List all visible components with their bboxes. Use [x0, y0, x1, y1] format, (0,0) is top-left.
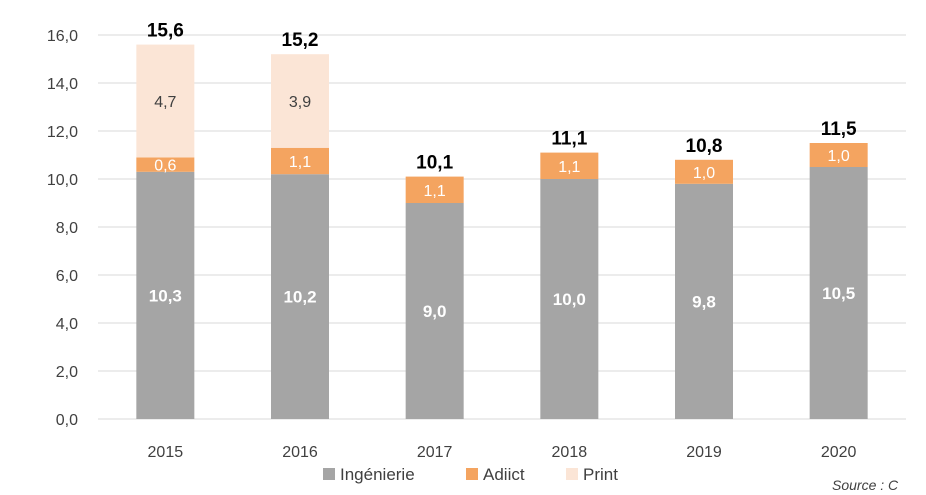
legend-label-adiict: Adiict	[483, 465, 525, 484]
data-label: 1,1	[558, 159, 580, 176]
y-tick-label: 0,0	[56, 412, 78, 429]
legend-swatch-ingénierie	[323, 468, 335, 480]
data-label: 1,1	[424, 183, 446, 200]
total-label: 15,6	[147, 21, 184, 42]
labels-layer: 10,3 0,6 4,7 15,6 10,2 1,1 3,9 15,2 9,0 1,1 10,1 10…	[147, 21, 857, 321]
data-label: 3,9	[289, 94, 311, 111]
x-tick-label: 2016	[282, 444, 318, 461]
data-label: 10,2	[283, 288, 316, 307]
bar-segment-adiict	[675, 159, 733, 184]
bar-segment-print	[271, 54, 329, 148]
bar-segment-adiict	[136, 157, 195, 172]
y-tick-label: 14,0	[47, 76, 78, 93]
bar-segment-ingénierie	[271, 174, 329, 419]
data-label: 1,0	[693, 165, 715, 182]
total-label: 10,1	[416, 153, 453, 174]
data-label: 1,0	[828, 148, 850, 165]
data-label: 0,6	[154, 158, 176, 175]
legend-swatch-print	[566, 468, 578, 480]
bar-segment-ingénierie	[809, 167, 868, 419]
bar-segment-ingénierie	[540, 179, 599, 419]
total-label: 10,8	[686, 136, 723, 157]
legend-label-ingénierie: Ingénierie	[340, 465, 415, 484]
data-label: 9,0	[423, 302, 447, 321]
bars-layer	[136, 44, 868, 419]
total-label: 11,1	[551, 129, 587, 150]
bar-segment-ingénierie	[405, 203, 464, 419]
y-tick-label: 2,0	[56, 364, 78, 381]
total-label: 15,2	[282, 30, 319, 51]
bar-segment-ingénierie	[136, 171, 195, 419]
legend: Ingénierie Adiict Print	[323, 465, 618, 484]
data-label: 10,0	[553, 290, 586, 309]
y-tick-label: 10,0	[47, 172, 78, 189]
y-tick-label: 16,0	[47, 28, 78, 45]
data-label: 10,5	[822, 284, 855, 303]
bar-segment-adiict	[540, 152, 599, 179]
bar-segment-adiict	[405, 176, 464, 203]
total-label: 11,5	[821, 119, 857, 140]
x-tick-label: 2018	[552, 444, 588, 461]
x-tick-label: 2015	[148, 444, 184, 461]
legend-swatch-adiict	[466, 468, 478, 480]
legend-label-print: Print	[583, 465, 618, 484]
bar-segment-ingénierie	[675, 183, 733, 419]
data-label: 1,1	[289, 154, 311, 171]
y-tick-label: 12,0	[47, 124, 78, 141]
y-tick-label: 4,0	[56, 316, 78, 333]
data-label: 10,3	[149, 286, 182, 305]
x-tick-label: 2019	[686, 444, 722, 461]
y-tick-label: 6,0	[56, 268, 78, 285]
source-note: Source : C	[832, 477, 899, 493]
x-tick-label: 2020	[821, 444, 857, 461]
bar-segment-adiict	[271, 147, 329, 175]
bar-segment-print	[136, 44, 195, 158]
y-tick-label: 8,0	[56, 220, 78, 237]
grid-layer: 0,0 2,0 4,0 6,0 8,0 10,0 12,0 14,0 16,0 2015 2016 2…	[47, 28, 906, 461]
data-label: 4,7	[154, 94, 176, 111]
bar-segment-adiict	[809, 143, 868, 167]
data-label: 9,8	[692, 292, 716, 311]
x-tick-label: 2017	[417, 444, 453, 461]
